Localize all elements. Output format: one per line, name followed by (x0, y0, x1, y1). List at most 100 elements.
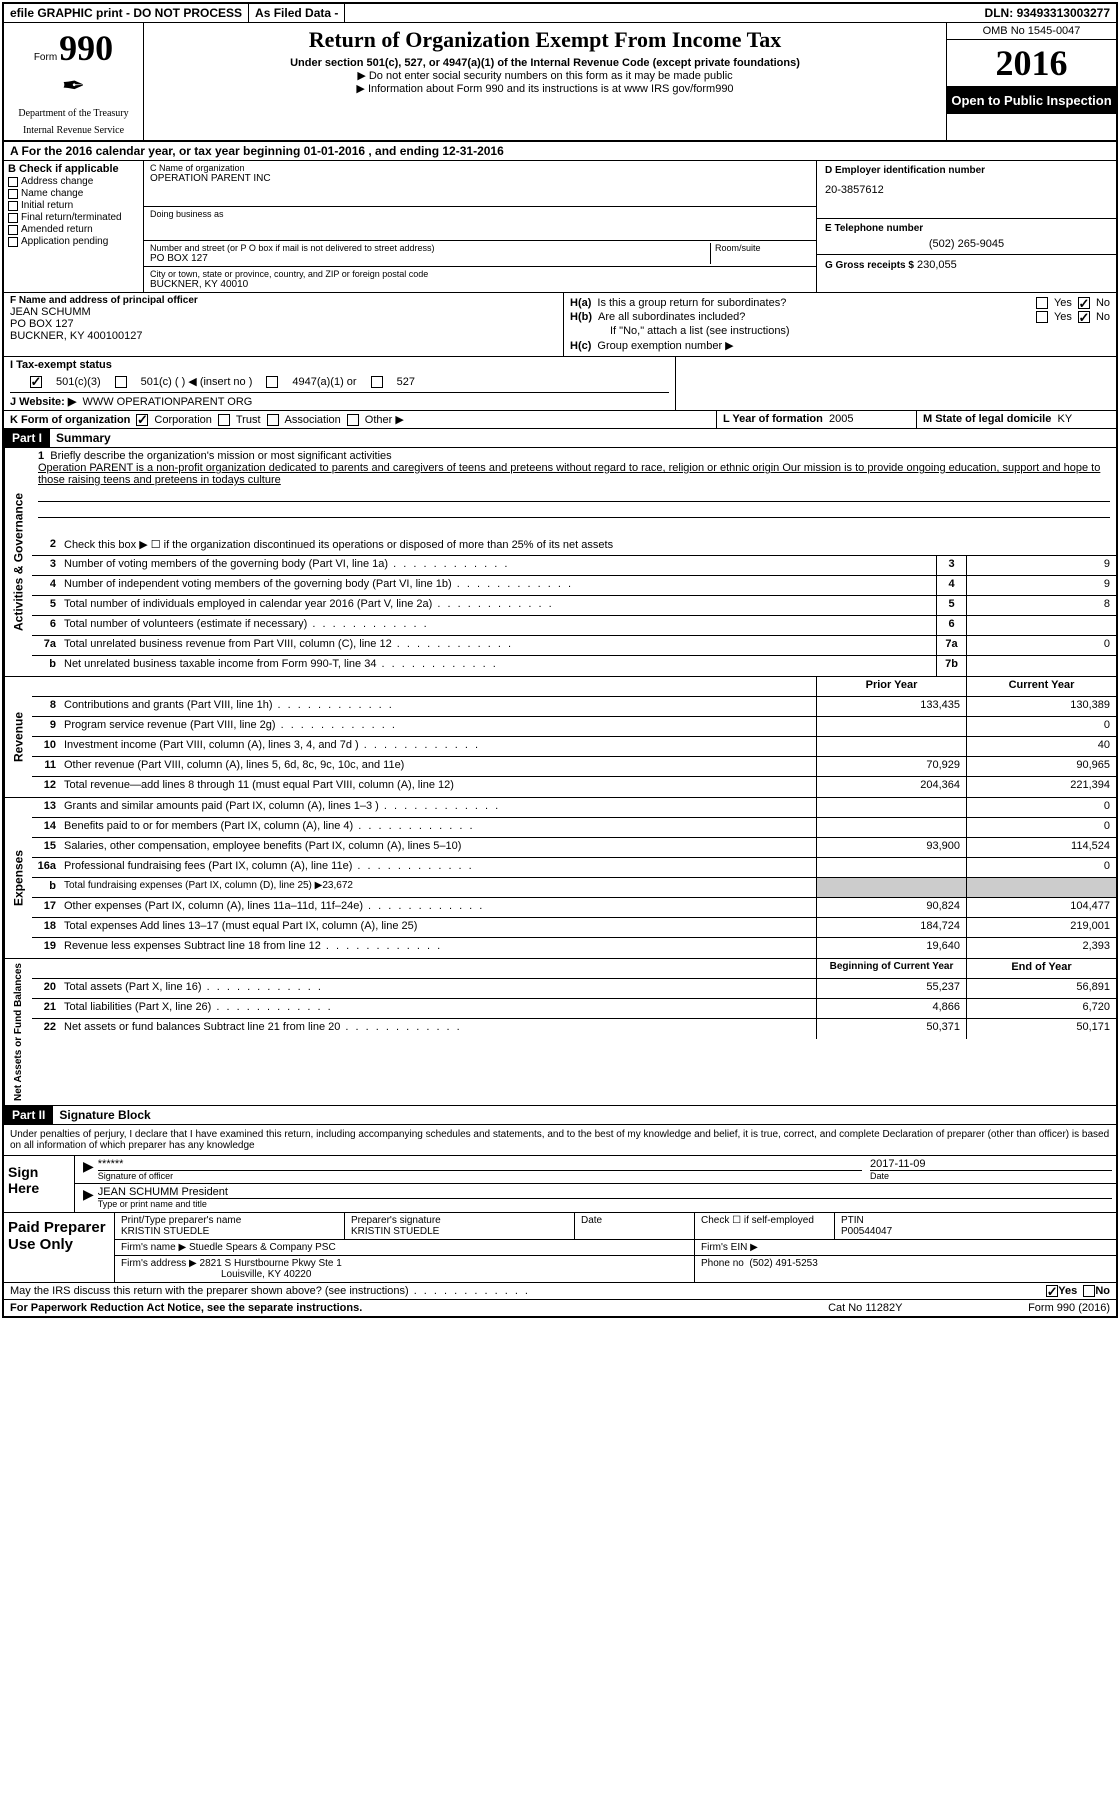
checkbox-app-pending[interactable]: Application pending (8, 236, 139, 247)
preparer-name-line: Print/Type preparer's nameKRISTIN STUEDL… (115, 1213, 1116, 1240)
line-18: 18Total expenses Add lines 13–17 (must e… (32, 918, 1116, 938)
inspection-notice: Open to Public Inspection (947, 87, 1116, 114)
as-filed: As Filed Data - (249, 4, 345, 22)
page-footer: For Paperwork Reduction Act Notice, see … (4, 1300, 1116, 1316)
org-name-cell: C Name of organization OPERATION PARENT … (144, 161, 816, 207)
line-6: 6Total number of volunteers (estimate if… (32, 616, 1116, 636)
form-990-page: efile GRAPHIC print - DO NOT PROCESS As … (2, 2, 1118, 1318)
gross-receipts-value: 230,055 (917, 259, 957, 271)
line-19: 19Revenue less expenses Subtract line 18… (32, 938, 1116, 958)
irs-dept: Internal Revenue Service (8, 125, 139, 136)
checkbox-name-change[interactable]: Name change (8, 188, 139, 199)
paid-preparer-block: Paid Preparer Use Only Print/Type prepar… (4, 1213, 1116, 1283)
line-22: 22Net assets or fund balances Subtract l… (32, 1019, 1116, 1039)
entity-block: B Check if applicable Address change Nam… (4, 161, 1116, 293)
section-k: K Form of organization ✓Corporation Trus… (4, 411, 716, 428)
officer-name-line: ▶ JEAN SCHUMM President Type or print na… (75, 1184, 1116, 1212)
section-h: H(a) Is this a group return for subordin… (564, 293, 1116, 356)
4947-checkbox[interactable] (266, 376, 278, 388)
header-right: OMB No 1545-0047 2016 Open to Public Ins… (946, 23, 1116, 140)
irs-no[interactable] (1083, 1285, 1095, 1297)
dln: DLN: 93493313003277 (979, 4, 1116, 22)
ha-no[interactable]: ✓ (1078, 297, 1090, 309)
527-checkbox[interactable] (371, 376, 383, 388)
ha-yes[interactable] (1036, 297, 1048, 309)
line-7a: 7aTotal unrelated business revenue from … (32, 636, 1116, 656)
section-b: B Check if applicable Address change Nam… (4, 161, 144, 292)
arrow-icon: ▶ (79, 1158, 98, 1181)
other-checkbox[interactable] (347, 414, 359, 426)
netassets-header: Beginning of Current YearEnd of Year (32, 959, 1116, 979)
firm-addr-line: Firm's address ▶ 2821 S Hurstbourne Pkwy… (115, 1256, 1116, 1282)
gross-receipts-cell: G Gross receipts $ 230,055 (817, 255, 1116, 275)
form-title: Return of Organization Exempt From Incom… (152, 27, 938, 53)
line-7b: bNet unrelated business taxable income f… (32, 656, 1116, 676)
part1-header: Part I Summary (4, 429, 1116, 448)
officer-printed-name: JEAN SCHUMM President (98, 1186, 1112, 1199)
org-name: OPERATION PARENT INC (150, 173, 810, 184)
form-header: Form 990 ✒ Department of the Treasury In… (4, 23, 1116, 142)
assoc-checkbox[interactable] (267, 414, 279, 426)
section-b-header: B Check if applicable (8, 163, 139, 175)
501c-checkbox[interactable] (115, 376, 127, 388)
line-21: 21Total liabilities (Part X, line 26)4,8… (32, 999, 1116, 1019)
treasury-dept: Department of the Treasury (8, 108, 139, 119)
sign-here-block: Sign Here ▶ ****** Signature of officer … (4, 1156, 1116, 1213)
trust-checkbox[interactable] (218, 414, 230, 426)
line-16b: bTotal fundraising expenses (Part IX, co… (32, 878, 1116, 898)
line-20: 20Total assets (Part X, line 16)55,23756… (32, 979, 1116, 999)
line-8: 8Contributions and grants (Part VIII, li… (32, 697, 1116, 717)
checkbox-final-return[interactable]: Final return/terminated (8, 212, 139, 223)
irs-discuss-line: May the IRS discuss this return with the… (4, 1283, 1116, 1300)
section-f: F Name and address of principal officer … (4, 293, 564, 356)
form-subtitle: Under section 501(c), 527, or 4947(a)(1)… (152, 57, 938, 69)
sig-date: 2017-11-09 (870, 1158, 1112, 1171)
irs-link[interactable]: www IRS gov/form990 (624, 83, 733, 95)
section-m: M State of legal domicile KY (916, 411, 1116, 428)
corp-checkbox[interactable]: ✓ (136, 414, 148, 426)
tax-year: 2016 (947, 40, 1116, 87)
sign-here-label: Sign Here (4, 1156, 74, 1212)
line-2: 2Check this box ▶ ☐ if the organization … (32, 536, 1116, 556)
instruction-1: ▶ Do not enter social security numbers o… (152, 69, 938, 82)
topbar: efile GRAPHIC print - DO NOT PROCESS As … (4, 4, 1116, 23)
section-ij: I Tax-exempt status ✓501(c)(3) 501(c) ( … (4, 357, 1116, 411)
section-klm: K Form of organization ✓Corporation Trus… (4, 411, 1116, 429)
hb-yes[interactable] (1036, 311, 1048, 323)
street-address: PO BOX 127 (150, 253, 710, 264)
phone-cell: E Telephone number (502) 265-9045 (817, 219, 1116, 255)
line-14: 14Benefits paid to or for members (Part … (32, 818, 1116, 838)
gov-label: Activities & Governance (4, 448, 32, 676)
ein-value: 20-3857612 (825, 184, 1108, 196)
section-de: D Employer identification number 20-3857… (816, 161, 1116, 292)
activities-governance: Activities & Governance 1 Briefly descri… (4, 448, 1116, 677)
form-number: Form 990 (8, 27, 139, 69)
revenue-header: Prior YearCurrent Year (32, 677, 1116, 697)
officer-name: JEAN SCHUMM (10, 306, 557, 318)
line-13: 13Grants and similar amounts paid (Part … (32, 798, 1116, 818)
line-17: 17Other expenses (Part IX, column (A), l… (32, 898, 1116, 918)
checkbox-amended[interactable]: Amended return (8, 224, 139, 235)
phone-value: (502) 265-9045 (825, 238, 1108, 250)
hb-no[interactable]: ✓ (1078, 311, 1090, 323)
arrow-icon: ▶ (79, 1186, 98, 1210)
header-title-block: Return of Organization Exempt From Incom… (144, 23, 946, 140)
section-i: I Tax-exempt status ✓501(c)(3) 501(c) ( … (4, 357, 676, 410)
line-5: 5Total number of individuals employed in… (32, 596, 1116, 616)
website: WWW OPERATIONPARENT ORG (82, 396, 252, 408)
irs-yes[interactable]: ✓ (1046, 1285, 1058, 1297)
line-9: 9Program service revenue (Part VIII, lin… (32, 717, 1116, 737)
section-a: A For the 2016 calendar year, or tax yea… (4, 142, 1116, 161)
revenue-section: Revenue Prior YearCurrent Year 8Contribu… (4, 677, 1116, 798)
netassets-section: Net Assets or Fund Balances Beginning of… (4, 959, 1116, 1106)
501c3-checkbox[interactable]: ✓ (30, 376, 42, 388)
line-15: 15Salaries, other compensation, employee… (32, 838, 1116, 858)
line-11: 11Other revenue (Part VIII, column (A), … (32, 757, 1116, 777)
part2-header: Part II Signature Block (4, 1106, 1116, 1125)
instruction-2: ▶ Information about Form 990 and its ins… (152, 82, 938, 95)
checkbox-initial-return[interactable]: Initial return (8, 200, 139, 211)
line-10: 10Investment income (Part VIII, column (… (32, 737, 1116, 757)
officer-sig-line: ▶ ****** Signature of officer 2017-11-09… (75, 1156, 1116, 1184)
line-12: 12Total revenue—add lines 8 through 11 (… (32, 777, 1116, 797)
checkbox-address-change[interactable]: Address change (8, 176, 139, 187)
